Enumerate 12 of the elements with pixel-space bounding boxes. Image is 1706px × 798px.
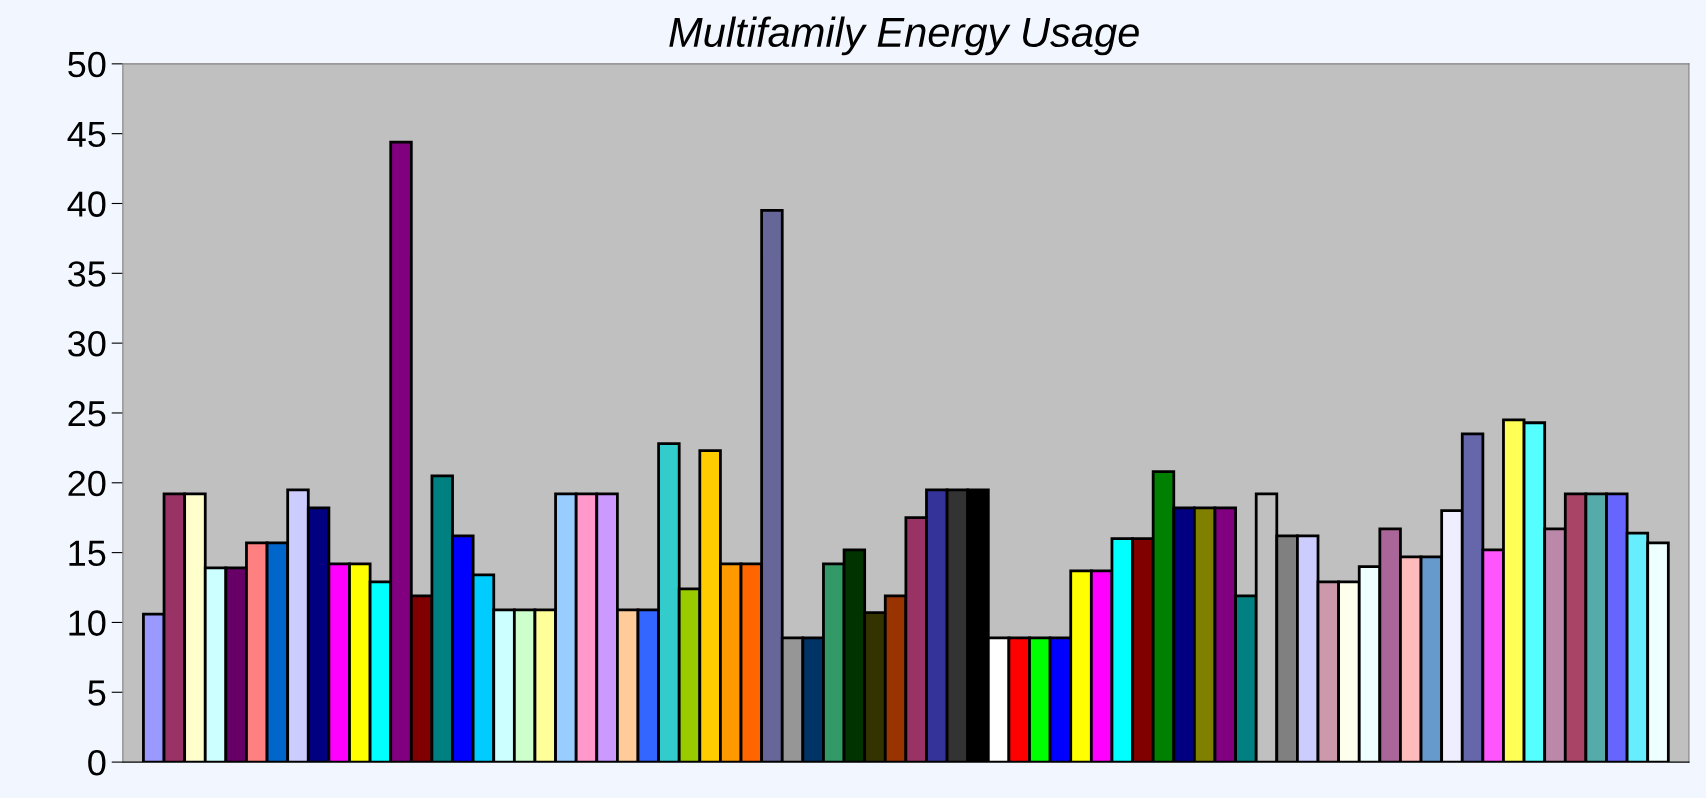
y-tick-label: 5 — [88, 680, 106, 706]
y-tick-label: 0 — [88, 749, 106, 776]
y-tick-label: 50 — [68, 51, 106, 78]
y-tick-label: 30 — [68, 331, 106, 357]
y-tick-label: 40 — [67, 191, 106, 217]
y-tick-label: 45 — [67, 121, 106, 148]
y-tick-label: 10 — [69, 610, 106, 636]
chart-title: Multifamily Energy Usage — [669, 16, 1139, 56]
y-tick-label: 15 — [69, 540, 106, 567]
y-tick-label: 25 — [68, 400, 106, 427]
y-tick-label: 35 — [68, 261, 106, 287]
y-tick-label: 20 — [68, 470, 106, 497]
